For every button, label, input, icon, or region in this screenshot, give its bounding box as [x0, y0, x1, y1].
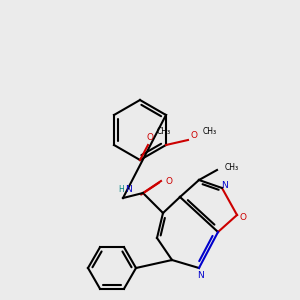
Text: O: O: [146, 133, 154, 142]
Text: CH₃: CH₃: [157, 128, 171, 136]
Text: N: N: [222, 182, 228, 190]
Text: N: N: [126, 185, 132, 194]
Text: N: N: [198, 272, 204, 280]
Text: CH₃: CH₃: [225, 163, 239, 172]
Text: O: O: [190, 130, 197, 140]
Text: CH₃: CH₃: [203, 128, 217, 136]
Text: H: H: [118, 185, 124, 194]
Text: O: O: [239, 212, 247, 221]
Text: O: O: [166, 176, 172, 185]
